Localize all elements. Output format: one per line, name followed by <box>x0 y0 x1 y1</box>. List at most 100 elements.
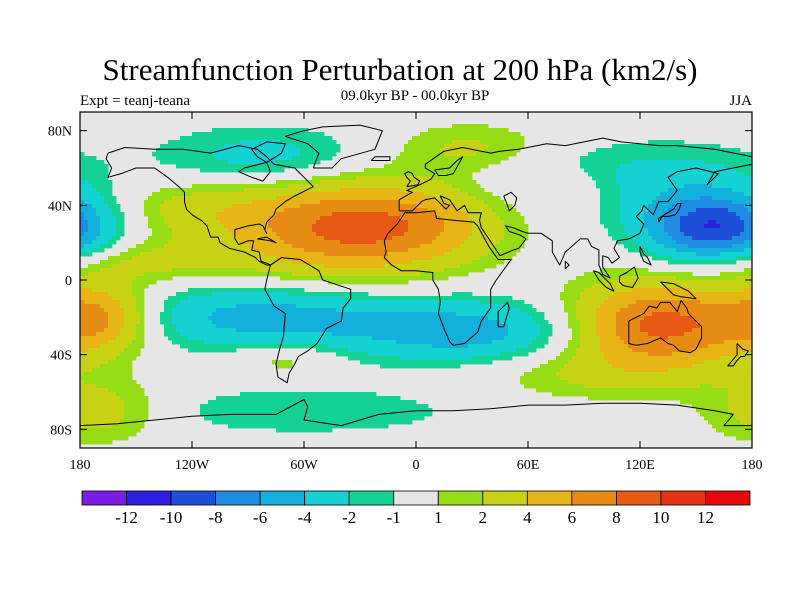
contour-cell <box>128 404 133 409</box>
contour-cell <box>232 200 237 205</box>
contour-cell <box>408 356 413 361</box>
contour-cell <box>380 256 385 261</box>
contour-cell <box>88 436 93 441</box>
contour-cell <box>356 264 361 269</box>
contour-cell <box>308 320 313 325</box>
contour-cell <box>396 328 401 333</box>
contour-cell <box>324 408 329 413</box>
contour-cell <box>80 300 85 305</box>
contour-cell <box>276 316 281 321</box>
contour-cell <box>96 184 101 189</box>
contour-cell <box>316 324 321 329</box>
contour-cell <box>164 192 169 197</box>
contour-cell <box>208 336 213 341</box>
contour-cell <box>288 328 293 333</box>
contour-cell <box>352 344 357 349</box>
contour-cell <box>312 320 317 325</box>
contour-cell <box>288 300 293 305</box>
contour-cell <box>420 204 425 209</box>
contour-cell <box>384 164 389 169</box>
contour-cell <box>444 168 449 173</box>
contour-cell <box>236 268 241 273</box>
contour-cell <box>272 144 277 149</box>
contour-cell <box>252 256 257 261</box>
contour-cell <box>200 256 205 261</box>
contour-cell <box>152 280 157 285</box>
contour-cell <box>364 200 369 205</box>
contour-cell <box>432 136 437 141</box>
contour-cell <box>132 276 137 281</box>
contour-cell <box>264 224 269 229</box>
contour-cell <box>288 308 293 313</box>
contour-cell <box>248 288 253 293</box>
contour-cell <box>400 348 405 353</box>
contour-cell <box>140 252 145 257</box>
contour-cell <box>412 152 417 157</box>
contour-cell <box>360 244 365 249</box>
contour-cell <box>232 252 237 257</box>
contour-cell <box>356 320 361 325</box>
contour-cell <box>412 180 417 185</box>
contour-cell <box>344 176 349 181</box>
contour-cell <box>96 352 101 357</box>
contour-cell <box>420 268 425 273</box>
contour-cell <box>360 252 365 257</box>
contour-cell <box>308 416 313 421</box>
contour-cell <box>124 312 129 317</box>
contour-cell <box>208 416 213 421</box>
contour-cell <box>380 176 385 181</box>
contour-cell <box>112 412 117 417</box>
contour-cell <box>132 296 137 301</box>
contour-cell <box>208 316 213 321</box>
contour-cell <box>384 204 389 209</box>
contour-cell <box>336 416 341 421</box>
contour-cell <box>84 324 89 329</box>
contour-cell <box>368 404 373 409</box>
contour-cell <box>180 156 185 161</box>
contour-cell <box>288 208 293 213</box>
contour-cell <box>424 212 429 217</box>
contour-cell <box>272 328 277 333</box>
contour-cell <box>280 408 285 413</box>
contour-cell <box>112 196 117 201</box>
contour-cell <box>200 332 205 337</box>
contour-cell <box>104 440 109 445</box>
contour-cell <box>340 352 345 357</box>
contour-cell <box>224 348 229 353</box>
contour-cell <box>192 164 197 169</box>
contour-cell <box>88 200 93 205</box>
contour-cell <box>428 308 433 313</box>
contour-cell <box>168 312 173 317</box>
contour-cell <box>192 152 197 157</box>
contour-cell <box>428 224 433 229</box>
contour-cell <box>408 308 413 313</box>
contour-cell <box>432 144 437 149</box>
contour-cell <box>176 332 181 337</box>
contour-cell <box>424 140 429 145</box>
contour-cell <box>360 324 365 329</box>
contour-cell <box>88 328 93 333</box>
contour-cell <box>404 352 409 357</box>
contour-cell <box>236 328 241 333</box>
contour-cell <box>368 396 373 401</box>
contour-cell <box>380 424 385 429</box>
contour-cell <box>320 136 325 141</box>
contour-cell <box>220 336 225 341</box>
contour-cell <box>240 404 245 409</box>
contour-cell <box>448 152 453 157</box>
contour-cell <box>124 280 129 285</box>
contour-cell <box>124 432 129 437</box>
contour-cell <box>344 292 349 297</box>
contour-cell <box>296 196 301 201</box>
contour-cell <box>276 204 281 209</box>
contour-cell <box>324 296 329 301</box>
contour-cell <box>196 204 201 209</box>
contour-cell <box>136 352 141 357</box>
contour-cell <box>352 280 357 285</box>
contour-cell <box>228 336 233 341</box>
contour-cell <box>384 356 389 361</box>
contour-cell <box>312 264 317 269</box>
contour-cell <box>312 152 317 157</box>
contour-cell <box>280 272 285 277</box>
contour-cell <box>228 220 233 225</box>
